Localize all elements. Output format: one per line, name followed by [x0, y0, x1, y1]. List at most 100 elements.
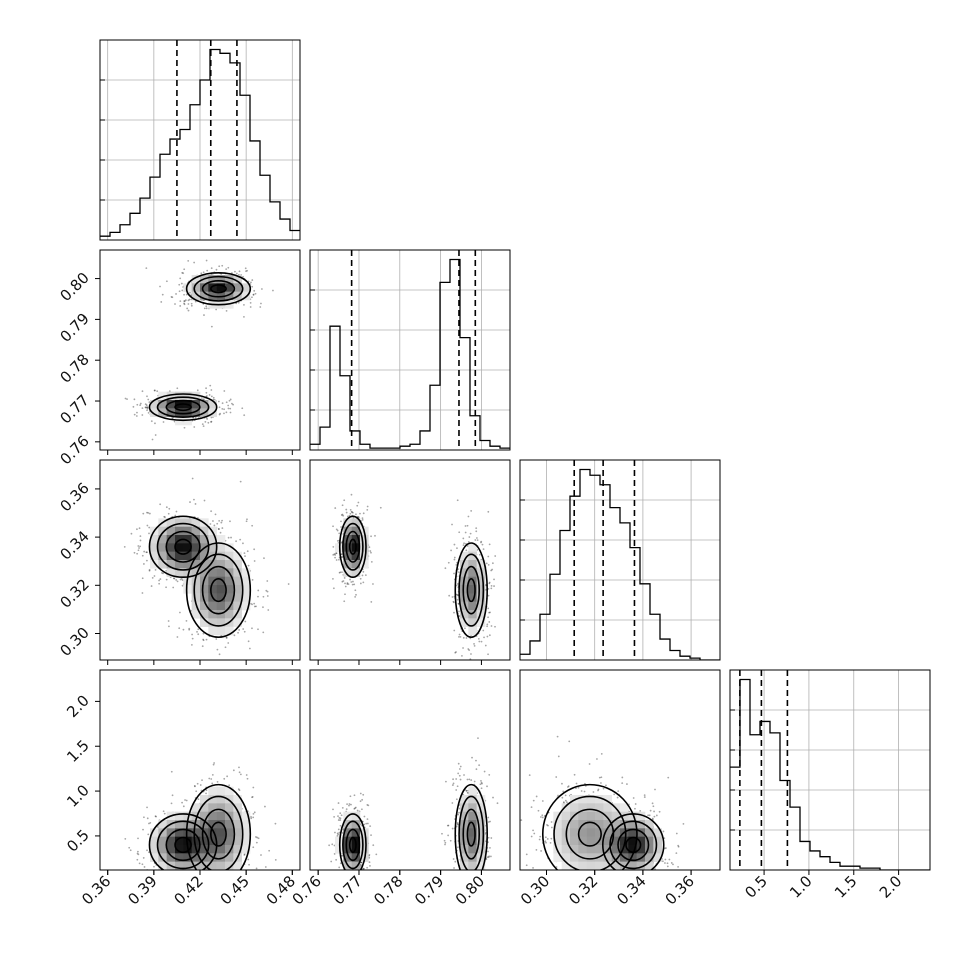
- scatter-point: [485, 876, 487, 878]
- scatter-point: [183, 303, 186, 306]
- scatter-point: [216, 522, 219, 525]
- scatter-point: [366, 866, 369, 869]
- density-cell: [200, 283, 209, 292]
- scatter-point: [243, 552, 246, 555]
- density-cell: [200, 803, 209, 812]
- scatter-point: [246, 777, 249, 780]
- scatter-point: [241, 407, 244, 410]
- scatter-point: [183, 268, 186, 271]
- scatter-point: [370, 601, 373, 603]
- scatter-point: [206, 395, 208, 397]
- scatter-point: [243, 630, 246, 633]
- scatter-point: [247, 564, 250, 567]
- contour-line: [156, 522, 210, 571]
- scatter-point: [451, 784, 454, 786]
- density-cell: [158, 400, 167, 409]
- panel-frame: [99, 249, 301, 451]
- scatter-point: [251, 279, 254, 281]
- scatter-point: [210, 416, 213, 419]
- scatter-point: [257, 837, 260, 840]
- scatter-point: [253, 811, 256, 814]
- scatter-point: [262, 631, 265, 634]
- scatter-point: [218, 406, 221, 409]
- density-cell: [216, 626, 226, 636]
- scatter-point: [176, 580, 179, 583]
- scatter-point: [346, 803, 348, 806]
- scatter-point: [148, 851, 150, 854]
- scatter-point: [153, 389, 156, 392]
- scatter-point: [363, 815, 366, 818]
- density-cell: [191, 610, 201, 619]
- density-cell: [166, 408, 176, 417]
- scatter-point: [146, 511, 148, 514]
- scatter-point: [179, 277, 182, 280]
- scatter-point: [252, 293, 255, 296]
- scatter-point: [162, 810, 165, 813]
- scatter-point: [229, 411, 232, 414]
- density-cell: [208, 820, 217, 829]
- scatter-point: [486, 635, 489, 638]
- density-cell: [191, 568, 201, 577]
- scatter-point: [187, 299, 190, 302]
- scatter-point: [476, 539, 479, 542]
- scatter-point: [228, 399, 231, 402]
- scatter-point: [146, 849, 148, 852]
- scatter-point: [171, 296, 174, 299]
- scatter-point: [485, 562, 488, 565]
- scatter-point: [191, 477, 194, 480]
- density-cell: [208, 576, 217, 586]
- scatter-point: [366, 876, 368, 878]
- scatter-point: [359, 582, 362, 585]
- scatter-point: [246, 518, 248, 521]
- scatter-point: [237, 788, 240, 791]
- panel-frame: [99, 39, 301, 241]
- contour-line: [148, 813, 218, 870]
- scatter-point: [250, 281, 252, 284]
- density-cell: [460, 601, 469, 611]
- scatter-point: [465, 549, 468, 552]
- scatter-point: [146, 806, 148, 809]
- scatter-point: [205, 792, 207, 795]
- scatter-point: [174, 884, 176, 886]
- scatter-point: [489, 820, 491, 823]
- scatter-point: [487, 836, 490, 839]
- density-cell: [200, 400, 209, 409]
- scatter-point: [159, 503, 162, 506]
- density-cell: [351, 535, 361, 544]
- scatter-point: [161, 572, 163, 574]
- scatter-point: [155, 815, 157, 818]
- scatter-point: [456, 821, 459, 824]
- density-cell: [175, 853, 184, 862]
- scatter-point: [185, 619, 188, 622]
- scatter-point: [474, 661, 476, 663]
- scatter-point: [136, 411, 138, 414]
- scatter-point: [335, 552, 338, 555]
- scatter-point: [464, 531, 467, 534]
- density-cell: [191, 803, 201, 812]
- scatter-point: [162, 421, 165, 423]
- scatter-point: [255, 841, 258, 844]
- density-cell: [191, 526, 201, 536]
- density-cell: [343, 526, 352, 536]
- scatter-point: [178, 880, 180, 882]
- scatter-point: [247, 640, 250, 643]
- scatter-point: [346, 582, 349, 584]
- scatter-point: [452, 778, 454, 781]
- panel-2-1: [309, 459, 511, 665]
- scatter-point: [345, 508, 348, 511]
- scatter-point: [452, 600, 455, 603]
- scatter-point: [259, 306, 262, 308]
- scatter-point: [465, 789, 468, 792]
- scatter-point: [183, 302, 185, 305]
- density-cell: [150, 828, 159, 837]
- scatter-point: [480, 640, 483, 643]
- scatter-point: [205, 391, 208, 394]
- scatter-point: [355, 513, 357, 516]
- density-cell: [241, 845, 251, 854]
- scatter-point: [478, 553, 481, 556]
- scatter-point: [160, 301, 163, 303]
- scatter-point: [454, 878, 456, 880]
- scatter-point: [264, 866, 267, 868]
- scatter-point: [490, 625, 493, 627]
- density-cell: [225, 283, 234, 292]
